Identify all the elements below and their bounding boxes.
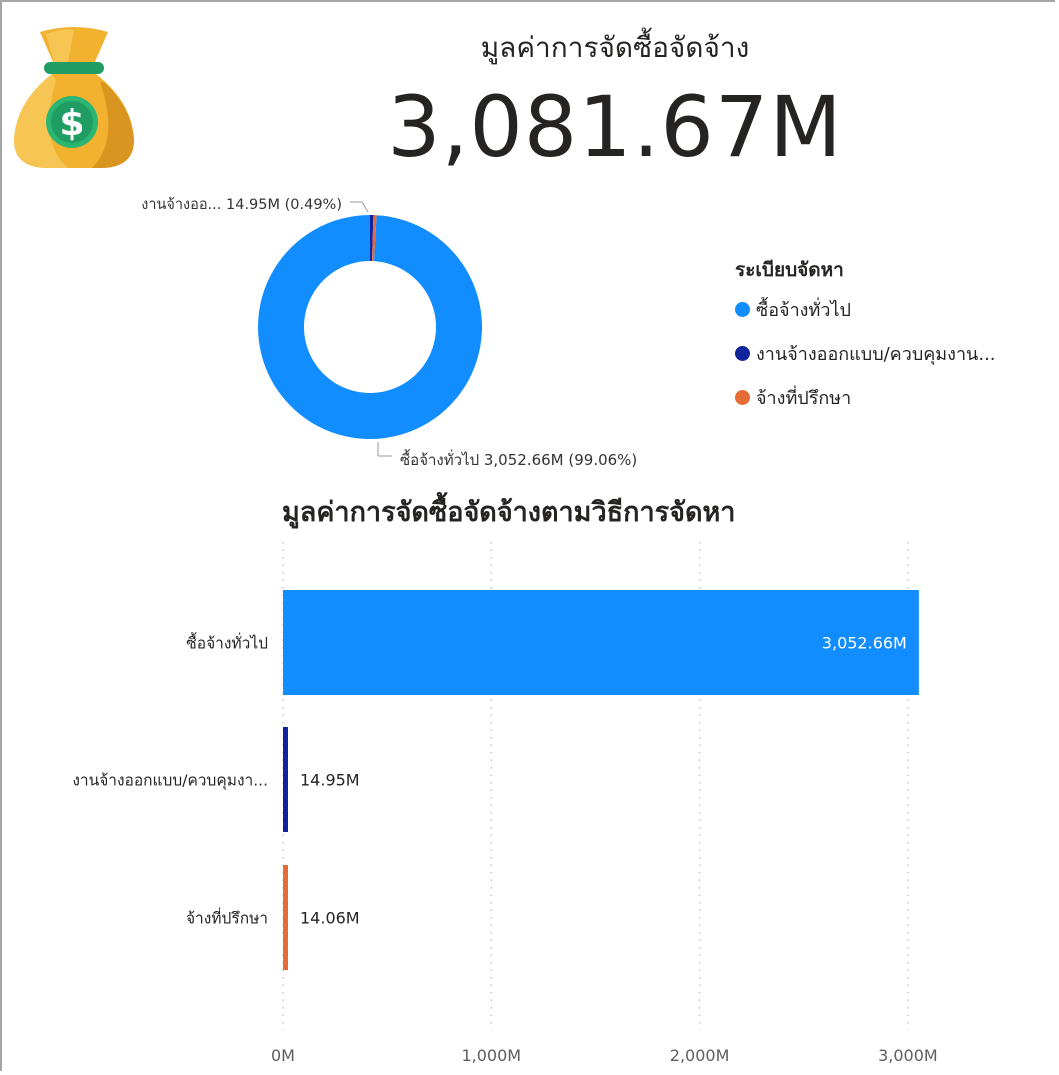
legend-item[interactable]: ซื้อจ้างทั่วไป — [735, 295, 996, 324]
y-category-label: จ้างที่ปรึกษา — [186, 908, 268, 928]
legend-label: จ้างที่ปรึกษา — [756, 388, 852, 409]
legend-dot — [735, 346, 750, 361]
donut-data-label: งานจ้างออ... 14.95M (0.49%) — [141, 196, 342, 213]
bar-chart: 0M 1,000M 2,000M 3,000M ซื้อจ้างทั่วไป 3,052.… — [72, 542, 938, 1065]
kpi-value: 3,081.67M — [387, 78, 843, 176]
donut-slice[interactable] — [370, 215, 374, 262]
donut-leader-line — [361, 201, 369, 213]
kpi-title: มูลค่าการจัดซื้อจัดจ้าง — [480, 31, 750, 64]
donut-slice[interactable] — [372, 215, 377, 262]
bar-value-label: 14.95M — [300, 771, 360, 790]
donut-chart: งานจ้างออ... 14.95M (0.49%) ซื้อจ้างทั่ว… — [141, 196, 637, 469]
legend-item[interactable]: งานจ้างออกแบบ/ควบคุมงาน... — [735, 339, 996, 368]
legend-label: ซื้อจ้างทั่วไป — [756, 300, 851, 321]
x-tick-label: 1,000M — [461, 1046, 521, 1065]
legend-title: ระเบียบจัดหา — [735, 259, 844, 281]
y-category-label: ซื้อจ้างทั่วไป — [186, 632, 268, 653]
donut-legend: ระเบียบจัดหา ซื้อจ้างทั่วไป งานจ้างออกแบ… — [735, 255, 996, 427]
bar[interactable] — [283, 590, 919, 695]
y-category-label: งานจ้างออกแบบ/ควบคุมงา... — [72, 772, 268, 791]
money-bag-dollar-icon: $ — [14, 27, 134, 168]
bar-value-label: 3,052.66M — [822, 634, 907, 653]
bar-value-label: 14.06M — [300, 909, 360, 928]
x-tick-label: 0M — [271, 1046, 295, 1065]
x-tick-label: 3,000M — [878, 1046, 938, 1065]
donut-data-label: ซื้อจ้างทั่วไป 3,052.66M (99.06%) — [400, 449, 637, 469]
bar[interactable] — [283, 865, 288, 970]
svg-text:$: $ — [59, 103, 84, 144]
legend-item[interactable]: จ้างที่ปรึกษา — [735, 383, 996, 412]
legend-label: งานจ้างออกแบบ/ควบคุมงาน... — [756, 344, 996, 365]
donut-slice[interactable] — [258, 215, 483, 439]
legend-dot — [735, 390, 750, 405]
x-tick-label: 2,000M — [670, 1046, 730, 1065]
legend-dot — [735, 302, 750, 317]
bar-chart-title: มูลค่าการจัดซื้อจัดจ้างตามวิธีการจัดหา — [282, 497, 736, 528]
bar[interactable] — [283, 727, 288, 832]
